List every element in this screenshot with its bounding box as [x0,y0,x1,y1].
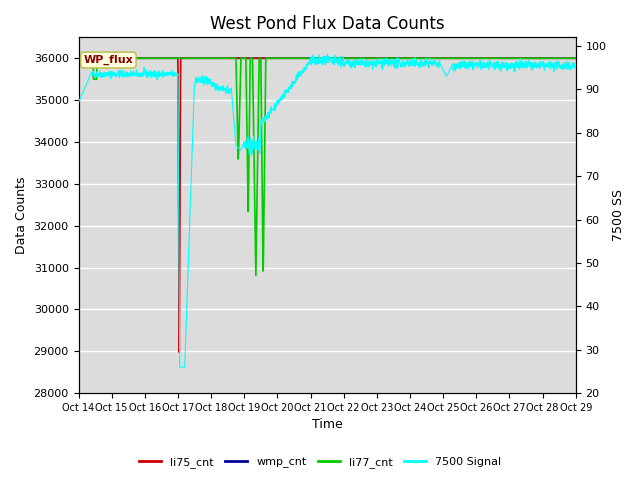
Y-axis label: 7500 SS: 7500 SS [612,189,625,241]
Y-axis label: Data Counts: Data Counts [15,177,28,254]
Title: West Pond Flux Data Counts: West Pond Flux Data Counts [210,15,444,33]
Text: WP_flux: WP_flux [83,55,133,65]
X-axis label: Time: Time [312,419,342,432]
Legend: li75_cnt, wmp_cnt, li77_cnt, 7500 Signal: li75_cnt, wmp_cnt, li77_cnt, 7500 Signal [135,452,505,472]
